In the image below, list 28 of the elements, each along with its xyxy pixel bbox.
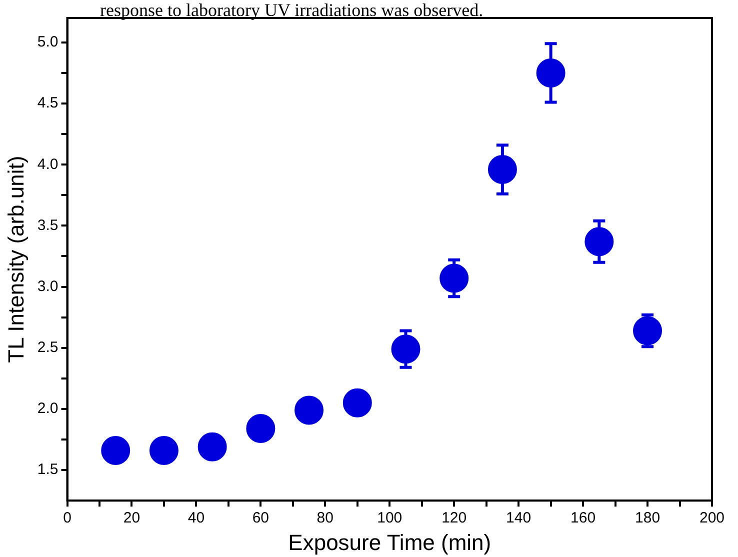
point xyxy=(294,396,324,425)
y-tick-label: 1.5 xyxy=(37,461,58,478)
x-tick-label: 180 xyxy=(635,510,660,527)
point xyxy=(198,432,227,462)
y-tick-label: 3.5 xyxy=(37,216,58,234)
x-tick-label: 200 xyxy=(699,510,725,527)
point xyxy=(149,436,178,466)
y-tick-label: 5.0 xyxy=(37,34,58,51)
x-tick-label: 100 xyxy=(377,510,402,527)
point xyxy=(246,414,276,444)
x-tick-label: 80 xyxy=(316,510,334,527)
x-tick-label: 20 xyxy=(123,510,140,527)
annotation: response to laboratory UV irradiations was observed. xyxy=(100,0,484,21)
x-axis-title: Exposure Time (min) xyxy=(288,530,492,555)
y-tick-label: 4.5 xyxy=(37,94,58,112)
x-tick-label: 140 xyxy=(506,510,532,527)
x-tick-label: 120 xyxy=(442,510,467,527)
x-tick-label: 160 xyxy=(570,510,596,527)
x-tick-label: 0 xyxy=(63,510,72,527)
y-tick-label: 2.0 xyxy=(37,400,58,418)
x-tick-label: 40 xyxy=(188,510,205,527)
point xyxy=(101,436,130,466)
x-tick-label: 60 xyxy=(252,510,270,527)
y-tick-label: 3.0 xyxy=(37,278,58,295)
y-axis-title: TL Intensity (arb.unit) xyxy=(3,156,28,363)
y-tick-label: 4.0 xyxy=(37,156,58,173)
point xyxy=(342,388,372,418)
y-tick-label: 2.5 xyxy=(37,339,58,356)
